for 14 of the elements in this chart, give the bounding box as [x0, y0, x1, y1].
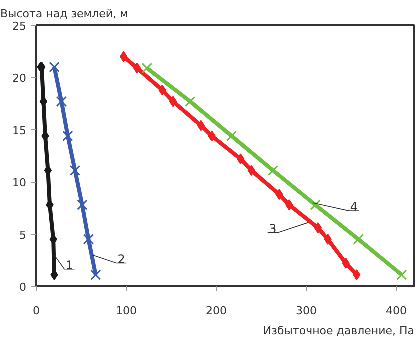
y-tick-label: 5 — [20, 228, 26, 242]
y-axis-title: Высота над землей, м — [0, 8, 128, 20]
y-tick-label: 25 — [12, 20, 27, 33]
y-tick-label: 15 — [12, 124, 27, 138]
x-tick-label: 0 — [33, 304, 40, 318]
x-tick-label: 400 — [386, 304, 407, 318]
y-tick-label: 10 — [12, 176, 27, 190]
y-tick-label: 0 — [20, 281, 26, 294]
x-axis-title: Избыточное давление, Па — [263, 324, 415, 338]
x-tick-label: 100 — [116, 304, 137, 318]
y-tick-label: 20 — [12, 72, 27, 86]
x-tick-label: 300 — [296, 304, 317, 318]
annotation: 4 — [350, 200, 358, 214]
x-tick-label: 200 — [206, 304, 227, 318]
